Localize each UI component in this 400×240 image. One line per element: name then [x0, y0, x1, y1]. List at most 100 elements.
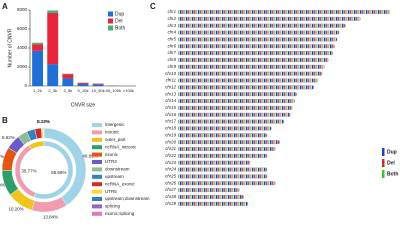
legend-swatch — [92, 160, 102, 164]
legend-label: Both — [115, 25, 126, 31]
chromosome-label: chr14 — [165, 98, 176, 103]
chromosome — [177, 92, 297, 97]
bar-segment — [62, 74, 74, 79]
bar-segment — [47, 12, 59, 65]
x-tick-label: 3_5k — [64, 88, 73, 93]
chromosome-label: chr25 — [165, 174, 176, 179]
legend-swatch — [92, 145, 102, 150]
chromosome — [177, 10, 391, 14]
chromosome-label: chr18 — [165, 126, 176, 131]
chromosome-label: chr26 — [165, 180, 176, 185]
bar-segment — [47, 64, 59, 86]
chromosome — [177, 126, 272, 131]
percent-label: 13.84% — [43, 215, 58, 220]
chromosome — [177, 174, 268, 179]
chromosome-label: chr7 — [168, 50, 177, 55]
y-axis-label: Number of CNVR — [7, 28, 13, 67]
percent-label: 40.89% — [82, 154, 97, 159]
legend-swatch — [92, 211, 102, 216]
legend-label: outer_part — [105, 137, 126, 142]
percent-label: 9.89% — [0, 182, 5, 187]
bar-segment — [62, 78, 74, 86]
percent-label: 35.77% — [21, 169, 36, 174]
percent-label: 0.21% — [37, 119, 50, 124]
chromosome-label: chr28 — [165, 194, 176, 199]
chromosome-label: chr21 — [165, 146, 176, 151]
legend-swatch — [108, 11, 113, 17]
x-tick-label: 2_3k — [48, 88, 57, 93]
chromosome — [177, 153, 268, 158]
donut-segment — [31, 196, 68, 213]
chromosome — [177, 112, 291, 117]
y-tick-label: 4000 — [17, 45, 28, 50]
bar-segment — [77, 83, 89, 86]
chromosome-label: chr9 — [168, 64, 177, 69]
legend-swatch — [108, 25, 113, 31]
chromosome-label: chr2 — [168, 16, 177, 21]
chromosome — [177, 71, 323, 76]
legend-label: Both — [387, 171, 398, 177]
figure: A 0 2000 4000 6000 8000 Number of CNVR CNVR siz… — [0, 2, 398, 220]
chromosome-label: chr3 — [168, 23, 177, 28]
chromosome — [177, 167, 268, 172]
legend-label: upstream;downstream — [105, 196, 150, 201]
bar-segment — [47, 10, 59, 13]
chromosome — [177, 64, 325, 69]
legend-label: Dup — [115, 11, 124, 17]
legend-swatch — [92, 182, 102, 187]
legend-label: ncRNA_intronic — [105, 144, 137, 149]
legend-swatch — [382, 148, 385, 156]
chromosome — [177, 119, 285, 124]
chromosome-label: chr24 — [165, 167, 176, 172]
legend-swatch — [92, 152, 102, 157]
chromosome-label: chr27 — [165, 187, 176, 192]
legend-label: splicing — [105, 204, 121, 209]
legend-swatch — [92, 189, 102, 194]
chromosome-label: chr4 — [168, 30, 177, 35]
x-axis-label: CNVR size — [71, 102, 96, 108]
chromosome — [177, 133, 268, 138]
chromosome-label: chr23 — [165, 160, 176, 165]
chromosome-label: chr8 — [168, 57, 177, 62]
legend-swatch — [108, 18, 113, 24]
chromosome — [177, 201, 249, 206]
y-tick-label: 6000 — [17, 26, 28, 31]
legend-label: exonic;splicing — [105, 211, 135, 216]
chromosome-label: chr29 — [165, 201, 176, 206]
chromosome — [177, 99, 295, 103]
legend-swatch — [382, 159, 385, 167]
bar-segment — [32, 42, 44, 45]
chromosome-label: chr20 — [165, 139, 176, 144]
legend-label: downstream — [105, 167, 130, 172]
chromosome — [177, 85, 314, 90]
percent-label: 9.05% — [0, 154, 4, 159]
x-tick-label: 1_2k — [33, 88, 42, 93]
bar-segment — [92, 84, 104, 86]
donut-segment — [28, 140, 45, 150]
chromosome — [177, 23, 346, 28]
chromosome-label: chr11 — [166, 78, 177, 83]
legend-label: exonic — [105, 152, 119, 157]
chromosome-label: chr19 — [165, 132, 176, 137]
legend-label: Del — [387, 160, 395, 166]
legend-label: ncRNA_exonic — [105, 181, 136, 186]
legend-label: Del — [115, 18, 123, 24]
legend-label: intronic — [105, 130, 120, 135]
chromosome — [177, 16, 361, 21]
x-tick-label: >100k — [123, 88, 134, 93]
chromosome — [177, 194, 244, 199]
chromosome — [177, 188, 240, 193]
bar-segment — [77, 82, 89, 84]
chromosome — [177, 58, 329, 62]
panel-label: A — [2, 2, 8, 11]
chromosome — [177, 30, 340, 35]
legend-swatch — [92, 197, 102, 201]
x-tick-label: 10_50k — [92, 88, 105, 93]
chromosome-label: chr6 — [168, 43, 177, 48]
chromosome — [177, 140, 280, 145]
x-tick-label: 50_100k — [106, 88, 121, 93]
chromosome — [177, 78, 319, 83]
bar-segment — [92, 83, 104, 85]
legend-swatch — [92, 167, 102, 172]
legend-label: upstream — [105, 174, 124, 179]
